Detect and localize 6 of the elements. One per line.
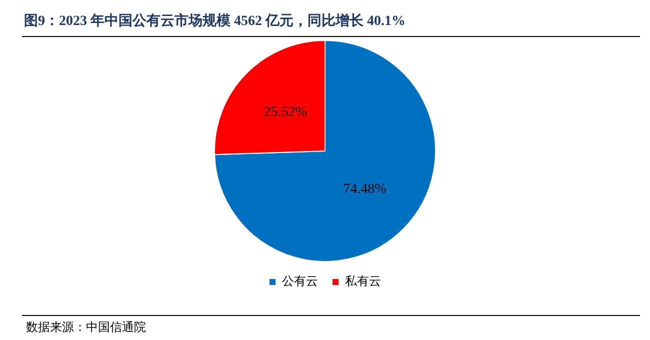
chart-title: 图9：2023 年中国公有云市场规模 4562 亿元，同比增长 40.1%	[24, 12, 406, 30]
legend-label: 私有云	[345, 274, 381, 288]
data-label: 25.52%	[264, 105, 308, 120]
legend-label: 公有云	[282, 274, 318, 288]
source-note: 数据来源：中国信通院	[26, 319, 146, 336]
data-label: 74.48%	[343, 182, 387, 198]
